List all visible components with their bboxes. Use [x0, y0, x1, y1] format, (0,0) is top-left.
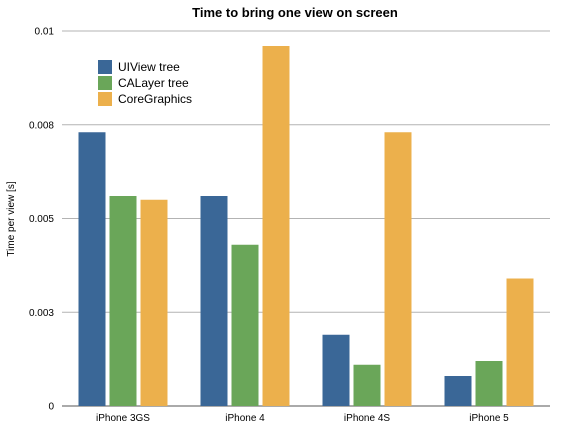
bar-uiview-tree-iphone-3gs	[78, 132, 106, 406]
bar-coregraphics-iphone-3gs	[140, 199, 168, 406]
legend-swatch	[98, 76, 112, 90]
bar-calayer-tree-iphone-4s	[353, 364, 381, 406]
bar-uiview-tree-iphone-4s	[322, 334, 350, 406]
bar-calayer-tree-iphone-4	[231, 244, 259, 406]
bar-calayer-tree-iphone-5	[475, 361, 503, 406]
y-tick-label: 0	[48, 402, 54, 413]
bar-coregraphics-iphone-4	[262, 46, 290, 406]
legend-label: CoreGraphics	[118, 92, 192, 106]
x-tick-label: iPhone 4	[225, 413, 265, 424]
legend-label: CALayer tree	[118, 76, 189, 90]
x-tick-label: iPhone 5	[469, 413, 509, 424]
x-tick-label: iPhone 4S	[344, 413, 390, 424]
bar-uiview-tree-iphone-5	[444, 376, 472, 406]
legend-swatch	[98, 92, 112, 106]
y-tick-label: 0.008	[29, 120, 54, 131]
x-tick-label: iPhone 3GS	[96, 413, 150, 424]
y-axis-label: Time per view [s]	[6, 181, 17, 256]
legend: UIView tree CALayer tree CoreGraphics	[98, 60, 192, 106]
bar-uiview-tree-iphone-4	[200, 196, 228, 406]
category-labels: iPhone 3GS iPhone 4 iPhone 4S iPhone 5	[96, 413, 509, 424]
bar-calayer-tree-iphone-3gs	[109, 196, 137, 406]
bar-coregraphics-iphone-5	[506, 278, 534, 406]
y-tick-label: 0.005	[29, 214, 54, 225]
y-tick-label: 0.003	[29, 308, 54, 319]
legend-swatch	[98, 60, 112, 74]
legend-label: UIView tree	[118, 60, 180, 74]
bar-coregraphics-iphone-4s	[384, 132, 412, 406]
chart-title: Time to bring one view on screen	[192, 5, 398, 20]
y-tick-label: 0.01	[35, 27, 55, 38]
bars	[78, 46, 534, 406]
y-tick-labels: 0 0.003 0.005 0.008 0.01	[29, 27, 54, 413]
